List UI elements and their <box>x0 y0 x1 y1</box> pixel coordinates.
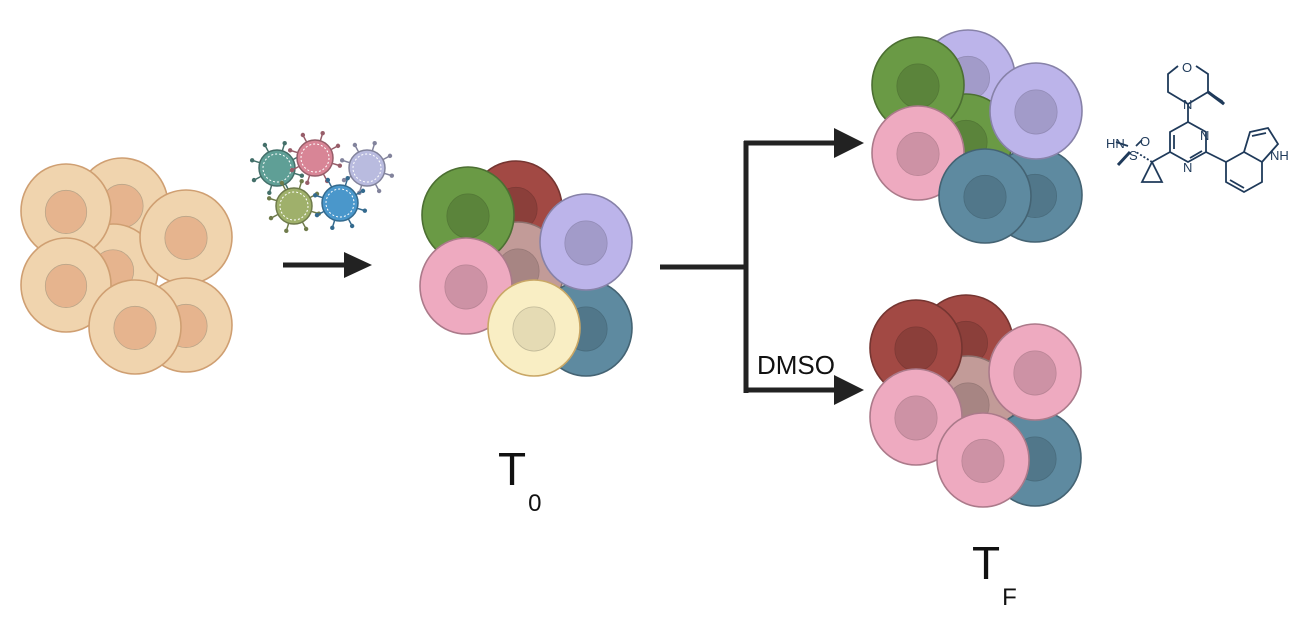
tf-label: TF <box>972 537 1017 610</box>
dmso-population-tf <box>869 294 1082 508</box>
cell <box>869 368 963 466</box>
virus-particle-icon <box>287 130 343 186</box>
cell <box>871 105 965 201</box>
atom-label: N <box>1183 160 1192 175</box>
cell <box>20 237 112 333</box>
viral-library-icon <box>249 130 395 234</box>
cell <box>871 36 965 134</box>
atom-label: N <box>1183 97 1192 112</box>
tf-label-sub: F <box>1002 584 1017 611</box>
cell <box>88 279 182 375</box>
atom-label: N <box>1200 128 1209 143</box>
treatment-arrowhead <box>834 128 864 158</box>
branch-arrows <box>660 140 840 393</box>
atom-label: NH <box>1270 148 1289 163</box>
cell <box>869 299 963 397</box>
cell <box>539 193 633 291</box>
tf-label-main: T <box>972 537 1001 589</box>
parental-cell-cluster <box>20 157 233 375</box>
cell <box>139 189 233 285</box>
inhibitor-structure: O N N N NH HN S O <box>1106 60 1289 194</box>
cell <box>20 163 112 259</box>
t0-label-sub: 0 <box>528 490 542 517</box>
virus-particle-icon <box>312 175 368 231</box>
cell <box>419 237 513 335</box>
atom-label: HN <box>1106 136 1125 151</box>
virus-particle-icon <box>249 140 305 196</box>
cell <box>989 62 1083 160</box>
cell <box>988 323 1082 421</box>
control-arrowhead <box>834 375 864 405</box>
barcoded-population-t0 <box>419 160 633 377</box>
t0-label-main: T <box>498 443 527 495</box>
cell <box>421 166 515 264</box>
transduction-arrowhead <box>344 252 372 278</box>
virus-particle-icon <box>339 140 395 196</box>
treated-population-tf <box>871 29 1083 244</box>
atom-label: O <box>1182 60 1192 75</box>
cell <box>487 279 581 377</box>
cell <box>936 412 1030 508</box>
atom-label: S <box>1129 148 1138 163</box>
atom-label: O <box>1140 134 1150 149</box>
cell <box>938 148 1032 244</box>
t0-label: T0 <box>498 443 541 516</box>
virus-particle-icon <box>266 178 322 234</box>
dmso-label: DMSO <box>757 350 835 380</box>
